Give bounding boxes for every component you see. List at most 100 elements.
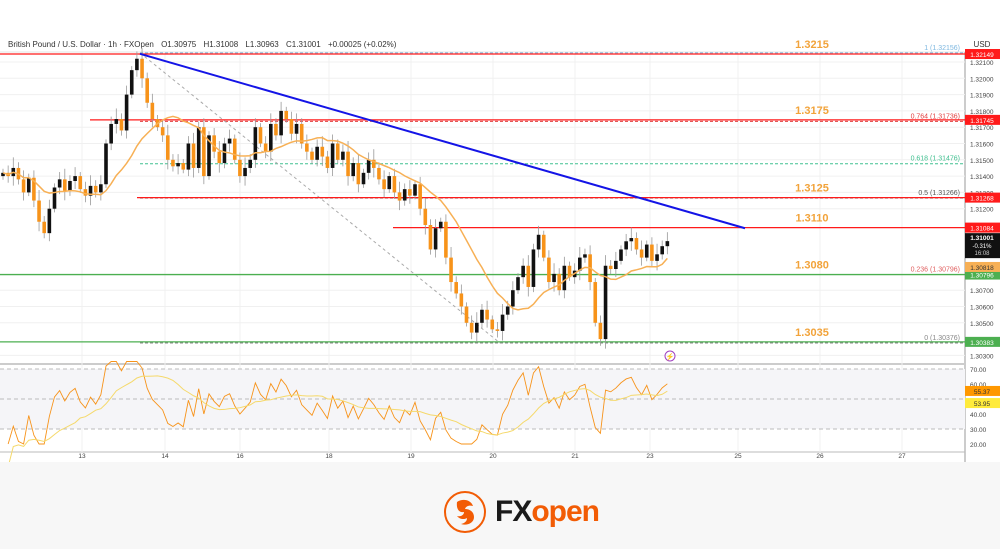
- candle-body: [634, 238, 639, 250]
- event-marker-icon: [664, 350, 676, 362]
- trendline: [139, 52, 746, 230]
- candle-body: [315, 146, 319, 160]
- level-badge: [965, 49, 1000, 60]
- price-tick-label: 1.31400: [970, 174, 994, 181]
- candle-body: [150, 102, 155, 120]
- logo-fx: FX: [495, 495, 532, 528]
- candle-body: [341, 151, 345, 160]
- candle-body: [73, 176, 77, 181]
- last-price: 1.31001: [970, 235, 994, 242]
- candle-body: [258, 127, 263, 144]
- time-tick-label: 14: [161, 453, 169, 460]
- candle-body: [42, 221, 46, 234]
- rsi-tick-label: 70.00: [970, 367, 987, 374]
- candle-body: [227, 138, 232, 144]
- candle-body: [248, 159, 252, 168]
- candle-body: [238, 159, 242, 177]
- candle-body: [377, 167, 381, 180]
- candle-body: [68, 180, 72, 191]
- time-tick-label: 13: [78, 453, 86, 460]
- level-label: 1.3035: [795, 327, 829, 339]
- candle-body: [408, 189, 412, 196]
- candle-body: [464, 306, 469, 323]
- candle-body: [428, 225, 433, 250]
- time-tick-label: 19: [407, 453, 415, 460]
- candle-body: [217, 151, 222, 164]
- candle-body: [397, 192, 402, 201]
- lightning-icon: ⚡: [666, 352, 675, 361]
- level-label: 1.3175: [795, 105, 829, 117]
- candle-body: [387, 176, 392, 190]
- candle-body: [392, 176, 397, 193]
- candle-body: [93, 185, 98, 193]
- candle-body: [119, 119, 124, 131]
- candle-body: [109, 123, 113, 144]
- rsi-ma-line: [8, 375, 668, 462]
- candle-body: [624, 241, 628, 250]
- candle-body: [495, 329, 500, 331]
- candle-body: [310, 151, 314, 160]
- candle-body: [212, 135, 216, 152]
- candle-body: [603, 265, 608, 340]
- ohlc-open: O1.30975: [161, 40, 197, 49]
- candle-body: [521, 265, 525, 278]
- candle-body: [52, 187, 57, 209]
- candle-body: [37, 200, 41, 222]
- fib-label: 0.5 (1.31266): [918, 190, 960, 197]
- candle-body: [57, 179, 62, 188]
- price-tick-label: 1.32000: [970, 76, 994, 83]
- fib-label: 1 (1.32156): [924, 45, 960, 52]
- level-badge-text: 1.31084: [970, 226, 994, 233]
- time-tick-label: 18: [325, 453, 333, 460]
- level-label: 1.3215: [795, 39, 829, 51]
- rsi-tick-label: 60.00: [970, 382, 987, 389]
- level-badge: [965, 192, 1000, 203]
- candle-body: [335, 143, 340, 160]
- candle-body: [382, 179, 386, 190]
- candle-body: [665, 241, 670, 247]
- candle-body: [583, 254, 587, 258]
- candle-body: [330, 143, 335, 168]
- candle-body: [47, 208, 52, 234]
- time-tick-label: 20: [489, 453, 497, 460]
- footer: [0, 462, 1000, 549]
- candle-body: [21, 179, 26, 193]
- price-chart[interactable]: USD1.321001.320001.319001.318001.317001.…: [0, 0, 1000, 462]
- candle-body: [541, 234, 546, 258]
- candle-body: [480, 309, 484, 323]
- ohlc-close: C1.31001: [286, 40, 321, 49]
- candle-body: [145, 78, 149, 103]
- candle-body: [232, 138, 237, 160]
- candle-body: [346, 151, 350, 177]
- currency-label: USD: [974, 40, 991, 49]
- level-badge-text: 1.30383: [970, 340, 994, 347]
- candle-body: [475, 322, 479, 333]
- candle-body: [454, 282, 458, 294]
- candle-body: [361, 172, 366, 185]
- candle-body: [639, 249, 644, 258]
- ohlc-change: +0.00025 (+0.02%): [327, 40, 397, 49]
- fxopen-logo: FXopen: [443, 490, 600, 534]
- level-badge: [965, 222, 1000, 233]
- time-tick-label: 23: [646, 453, 654, 460]
- candle-body: [418, 184, 422, 209]
- candle-body: [124, 94, 129, 131]
- candle-body: [104, 143, 108, 185]
- candle-body: [578, 257, 582, 271]
- candle-body: [78, 176, 83, 190]
- level-badge-text: 1.32149: [970, 52, 994, 59]
- candle-body: [644, 244, 649, 258]
- candle-body: [511, 290, 515, 307]
- candle-body: [299, 123, 304, 144]
- candle-body: [289, 119, 294, 134]
- candle-body: [547, 257, 551, 283]
- bar-countdown: 16:08: [974, 251, 990, 257]
- candle-body: [485, 309, 489, 320]
- candle-body: [531, 249, 536, 287]
- candle-body: [32, 177, 36, 201]
- candle-body: [351, 163, 355, 177]
- price-tick-label: 1.31500: [970, 158, 994, 165]
- level-label: 1.3080: [795, 260, 829, 272]
- price-tick-label: 1.30300: [970, 353, 994, 360]
- level-badge: [965, 336, 1000, 347]
